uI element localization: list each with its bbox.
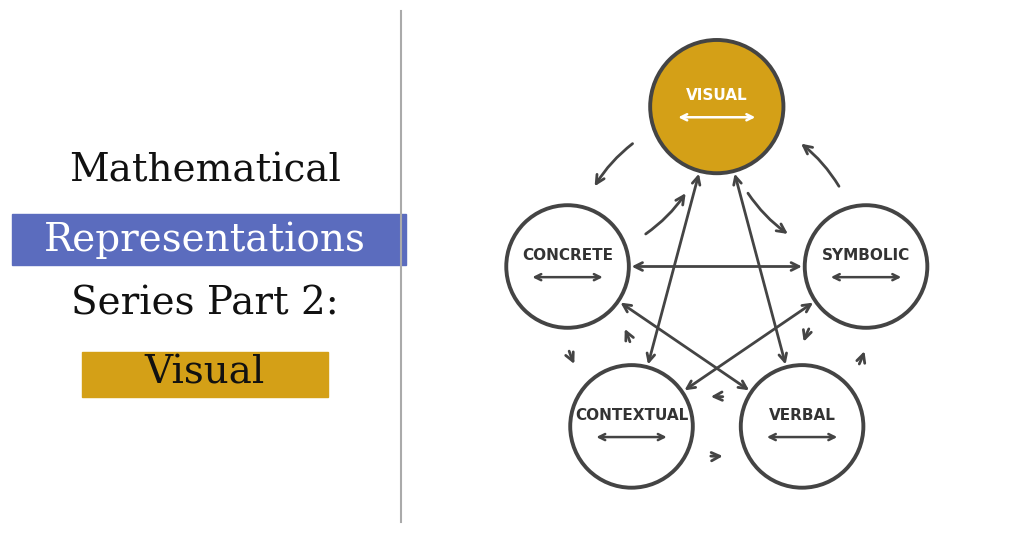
Text: Visual: Visual: [144, 354, 265, 392]
Text: VISUAL: VISUAL: [686, 88, 748, 103]
Text: Mathematical: Mathematical: [69, 152, 341, 189]
Circle shape: [506, 205, 629, 328]
FancyArrowPatch shape: [748, 193, 785, 232]
Circle shape: [570, 365, 693, 488]
FancyArrowPatch shape: [857, 354, 864, 364]
FancyArrowPatch shape: [596, 143, 633, 184]
FancyArrowPatch shape: [711, 453, 720, 461]
Circle shape: [805, 205, 928, 328]
Text: CONCRETE: CONCRETE: [522, 248, 613, 263]
Text: Series Part 2:: Series Part 2:: [71, 285, 339, 322]
Text: VERBAL: VERBAL: [769, 408, 836, 423]
Bar: [82, 352, 328, 397]
Text: CONTEXTUAL: CONTEXTUAL: [574, 408, 688, 423]
Text: SYMBOLIC: SYMBOLIC: [822, 248, 910, 263]
Text: Representations: Representations: [44, 221, 366, 259]
FancyArrowPatch shape: [565, 351, 573, 361]
Circle shape: [740, 365, 863, 488]
FancyArrowPatch shape: [626, 332, 634, 342]
Circle shape: [650, 40, 783, 173]
FancyArrowPatch shape: [804, 329, 811, 339]
FancyArrowPatch shape: [804, 146, 839, 187]
FancyArrowPatch shape: [646, 196, 684, 234]
FancyArrowPatch shape: [714, 392, 723, 400]
Bar: [12, 214, 406, 265]
